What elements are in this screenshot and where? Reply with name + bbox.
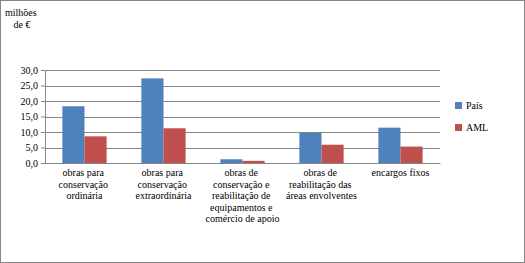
y-tick-label: 5,0 <box>26 142 39 153</box>
bar <box>378 128 400 163</box>
x-tick-label: obras de reabilitação das áreas envolven… <box>286 167 357 201</box>
grid-line <box>45 117 440 118</box>
y-tick-label: 10,0 <box>21 127 39 138</box>
bars <box>62 78 422 163</box>
legend-label: AML <box>466 122 488 133</box>
x-tick-label: obras para conservação extraordinária <box>135 167 192 201</box>
label-line: obras para <box>142 167 186 178</box>
label-line: obras de <box>224 167 260 178</box>
bar-series <box>62 78 400 163</box>
label-line: de € <box>14 19 31 30</box>
x-tick: encargos fixos <box>372 163 430 178</box>
legend-swatch <box>455 102 462 109</box>
y-tick: 5,0 <box>26 142 46 153</box>
bar <box>62 106 84 163</box>
y-tick-mark <box>41 117 45 118</box>
label-line: equipamentos e <box>210 202 275 213</box>
y-tick-mark <box>41 132 45 133</box>
y-axis: 0,0 5,0 10,0 15,0 20,0 25,0 30,0 <box>21 65 46 169</box>
bar <box>243 161 265 163</box>
bar <box>85 136 107 163</box>
legend-swatch <box>455 124 462 131</box>
grid-line <box>45 101 440 102</box>
x-tick-label: obras de conservação e reabilitação de e… <box>206 167 280 224</box>
x-tick: obras de reabilitação das áreas envolven… <box>286 163 357 201</box>
label-line: conservação <box>138 179 190 190</box>
y-tick: 10,0 <box>21 127 46 138</box>
x-tick: obras para conservação extraordinária <box>135 163 192 201</box>
x-tick: obras de conservação e reabilitação de e… <box>206 163 280 224</box>
bar <box>141 78 163 163</box>
bar <box>220 159 242 163</box>
y-tick-label: 15,0 <box>21 111 39 122</box>
x-tick-label: obras para conservação ordinária <box>59 167 111 201</box>
y-tick-mark <box>41 148 45 149</box>
label-line: reabilitação de <box>212 190 273 201</box>
grid <box>45 71 440 164</box>
bar-series <box>85 128 423 163</box>
y-tick-label: 25,0 <box>21 80 39 91</box>
label-line: reabilitação das <box>289 179 354 190</box>
legend-label: País <box>466 100 483 111</box>
y-tick-mark <box>41 101 45 102</box>
y-tick-label: 30,0 <box>21 65 39 76</box>
label-line: obras de <box>303 167 339 178</box>
y-tick: 20,0 <box>21 96 46 107</box>
grid-line <box>45 86 440 87</box>
label-line: áreas envolventes <box>286 190 357 201</box>
label-line: extraordinária <box>135 190 192 201</box>
bar <box>299 133 321 163</box>
bar <box>164 128 186 163</box>
x-axis: obras para conservação ordináriaobras pa… <box>46 163 441 224</box>
grid-line <box>45 163 440 164</box>
label-line: obras para <box>63 167 107 178</box>
x-axis-line <box>46 163 441 164</box>
label-line: conservação e <box>213 179 272 190</box>
chart-frame <box>1 1 525 263</box>
bar <box>401 147 423 163</box>
label-line: encargos fixos <box>372 167 430 178</box>
y-tick: 15,0 <box>21 111 46 122</box>
y-tick-label: 0,0 <box>26 158 39 169</box>
x-tick-label: encargos fixos <box>372 167 430 178</box>
legend: País AML <box>455 100 488 133</box>
y-tick-mark <box>41 70 45 71</box>
label-line: conservação <box>59 179 111 190</box>
y-tick-label: 20,0 <box>21 96 39 107</box>
y-axis-line <box>41 71 46 164</box>
y-tick: 30,0 <box>21 65 46 76</box>
chart: milhões de € 0,0 5,0 10,0 15,0 20,0 25,0 30,0 ob… <box>0 0 525 263</box>
grid-line <box>45 70 440 71</box>
y-tick: 25,0 <box>21 80 46 91</box>
y-axis-title: milhões de € <box>5 7 39 30</box>
y-tick: 0,0 <box>26 158 46 169</box>
label-line: ordinária <box>66 190 103 201</box>
label-line: comércio de apoio <box>206 213 280 224</box>
bar <box>322 145 344 163</box>
y-tick-mark <box>41 86 45 87</box>
y-tick-mark <box>41 163 45 164</box>
label-line: milhões <box>5 7 39 18</box>
x-tick: obras para conservação ordinária <box>59 163 111 201</box>
